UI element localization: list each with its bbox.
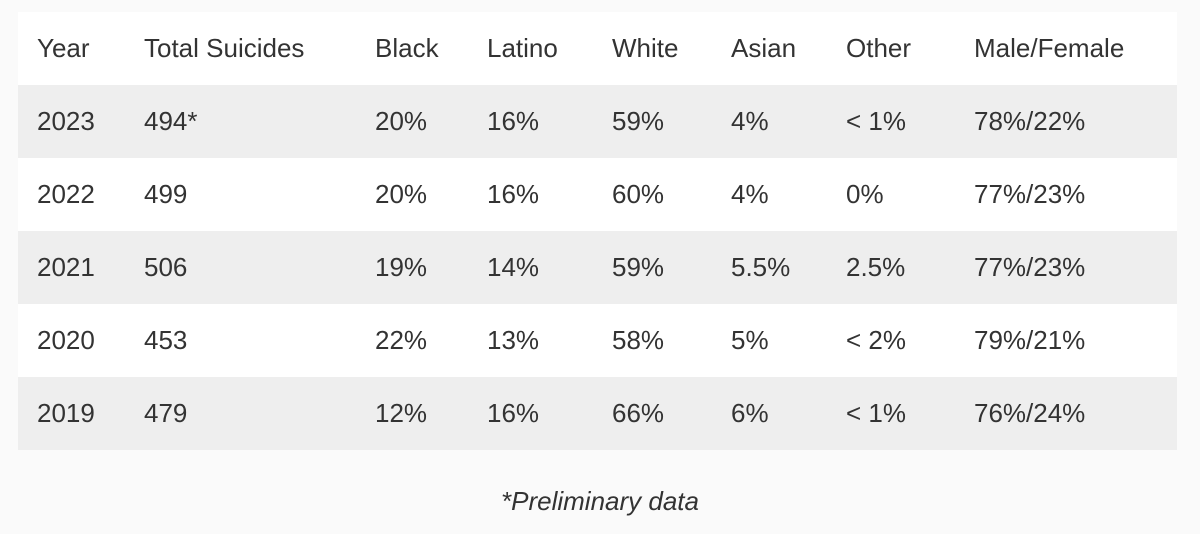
data-table: Year Total Suicides Black Latino White Asian O… <box>18 12 1177 450</box>
table-cell: 19% <box>375 252 428 282</box>
table-cell: 12% <box>375 398 428 428</box>
table-cell: 22% <box>375 325 428 355</box>
table-cell: 58% <box>612 325 665 355</box>
table-cell: 4% <box>731 106 769 136</box>
column-header: Latino <box>487 33 558 63</box>
table-cell: 16% <box>487 179 540 209</box>
table-cell: 76%/24% <box>974 398 1086 428</box>
table-cell: 2.5% <box>846 252 906 282</box>
table-cell: 5% <box>731 325 769 355</box>
table-row: 2022 499 20% 16% 60% 4% 0% 77%/23% <box>18 158 1177 231</box>
table-row: 2023 494* 20% 16% 59% 4% < 1% 78%/22% <box>18 85 1177 158</box>
table-cell: 6% <box>731 398 769 428</box>
table-cell: 14% <box>487 252 540 282</box>
table-cell: < 2% <box>846 325 906 355</box>
table-cell: 77%/23% <box>974 179 1086 209</box>
table-cell: 59% <box>612 252 665 282</box>
table-cell: 16% <box>487 398 540 428</box>
table-row: 2019 479 12% 16% 66% 6% < 1% 76%/24% <box>18 377 1177 450</box>
column-header: Male/Female <box>974 33 1125 63</box>
table-cell: 20% <box>375 179 428 209</box>
table-row: 2021 506 19% 14% 59% 5.5% 2.5% 77%/23% <box>18 231 1177 304</box>
table-cell: < 1% <box>846 398 906 428</box>
column-header: Year <box>37 33 90 63</box>
table-cell: 5.5% <box>731 252 791 282</box>
table-cell: 499 <box>144 179 188 209</box>
column-header: Asian <box>731 33 797 63</box>
table-cell: 2022 <box>37 179 95 209</box>
table-row: 2020 453 22% 13% 58% 5% < 2% 79%/21% <box>18 304 1177 377</box>
table-cell: 78%/22% <box>974 106 1086 136</box>
table-cell: 77%/23% <box>974 252 1086 282</box>
caption: *Preliminary data <box>501 486 699 516</box>
header-row: Year Total Suicides Black Latino White Asian O… <box>18 12 1177 85</box>
column-header: Other <box>846 33 912 63</box>
table-cell: 2019 <box>37 398 95 428</box>
table-cell: 20% <box>375 106 428 136</box>
table-cell: 16% <box>487 106 540 136</box>
table-cell: 2020 <box>37 325 95 355</box>
table-cell: 494* <box>144 106 198 136</box>
column-header: Total Suicides <box>144 33 305 63</box>
table-body: 2023 494* 20% 16% 59% 4% < 1% 78%/22% 2022 499 20%… <box>18 85 1177 450</box>
table-cell: 479 <box>144 398 188 428</box>
table-cell: 2023 <box>37 106 95 136</box>
column-header: Black <box>375 33 439 63</box>
table-cell: 453 <box>144 325 188 355</box>
table-cell: < 1% <box>846 106 906 136</box>
table-cell: 0% <box>846 179 884 209</box>
table-cell: 13% <box>487 325 540 355</box>
table-cell: 4% <box>731 179 769 209</box>
table-cell: 66% <box>612 398 665 428</box>
table-cell: 59% <box>612 106 665 136</box>
table-cell: 506 <box>144 252 188 282</box>
table-cell: 60% <box>612 179 665 209</box>
table-cell: 2021 <box>37 252 95 282</box>
table-cell: 79%/21% <box>974 325 1086 355</box>
column-header: White <box>612 33 679 63</box>
